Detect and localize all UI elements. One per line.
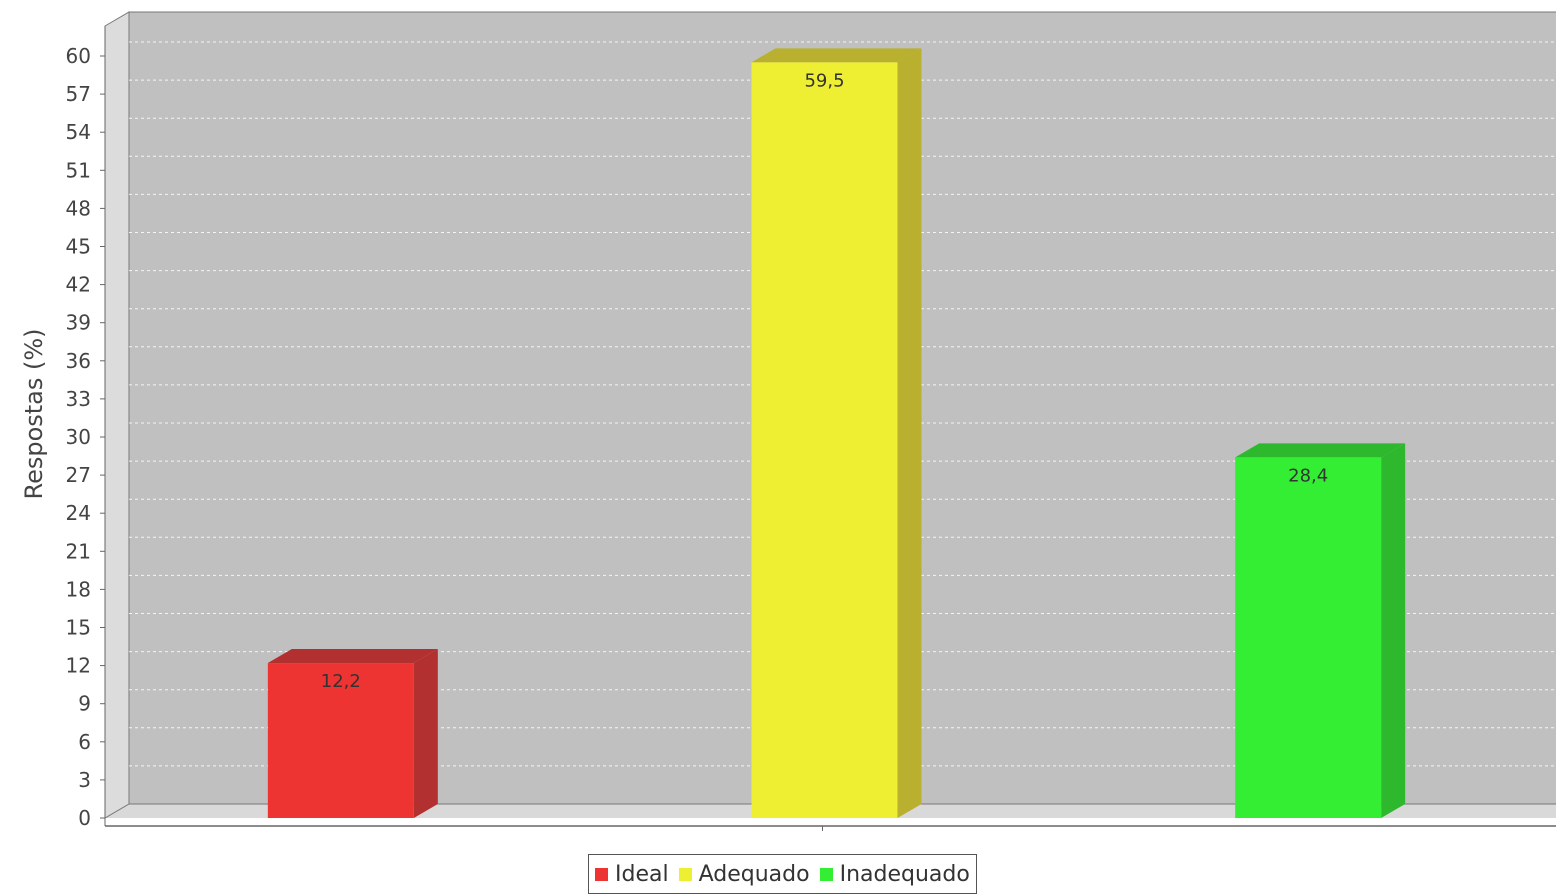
y-tick-label: 6 [78, 730, 91, 754]
data-label: 28,4 [1288, 465, 1328, 486]
y-tick-label: 0 [78, 806, 91, 830]
legend-label: Adequado [698, 861, 810, 887]
y-tick-label: 18 [66, 577, 91, 601]
y-tick-label: 42 [66, 273, 91, 297]
left-wall [104, 11, 130, 819]
legend-item-ideal: Ideal [595, 862, 669, 887]
bar-front [1235, 457, 1382, 818]
y-tick-label: 12 [66, 654, 91, 678]
y-tick-label: 51 [66, 158, 91, 182]
bars [267, 48, 1406, 819]
y-tick-label: 9 [78, 692, 91, 716]
bar-front [267, 663, 414, 818]
y-tick-label: 39 [66, 311, 91, 335]
legend-item-inadequado: Inadequado [819, 861, 970, 887]
bar-top [751, 48, 922, 63]
bar-top [267, 649, 438, 664]
bar-front [751, 62, 898, 819]
y-tick-label: 60 [66, 44, 91, 68]
legend-label: Inadequado [839, 861, 970, 887]
legend-swatch [678, 867, 692, 881]
legend: Ideal Adequado Inadequado [588, 854, 977, 894]
bar-side [897, 48, 922, 819]
y-tick-label: 27 [66, 463, 91, 487]
data-labels: 12,2 59,5 28,4 [321, 70, 1328, 692]
y-axis-label: Respostas (%) [20, 328, 48, 499]
data-label: 59,5 [804, 70, 844, 91]
y-tick-label: 3 [78, 768, 91, 792]
y-tick-label: 21 [66, 539, 91, 563]
y-tick-label: 33 [66, 387, 91, 411]
legend-label: Ideal [615, 861, 669, 887]
legend-item-adequado: Adequado [678, 861, 810, 887]
bar-side [413, 649, 438, 818]
y-tick-label: 36 [66, 349, 91, 373]
bar-adequado [751, 48, 922, 819]
y-tick-label: 15 [66, 616, 91, 640]
legend-swatch [819, 867, 833, 881]
y-tick-label: 54 [66, 120, 91, 144]
data-label: 12,2 [321, 671, 361, 692]
y-tick-label: 30 [66, 425, 91, 449]
bar-top [1235, 443, 1406, 458]
y-tick-label: 24 [66, 501, 91, 525]
bar-inadequado [1235, 443, 1406, 818]
y-tick-label: 57 [66, 82, 91, 106]
y-tick-label: 45 [66, 235, 91, 259]
bar-side [1381, 443, 1406, 818]
y-tick-label: 48 [66, 196, 91, 220]
bar-ideal [267, 649, 438, 818]
legend-swatch [595, 867, 608, 881]
